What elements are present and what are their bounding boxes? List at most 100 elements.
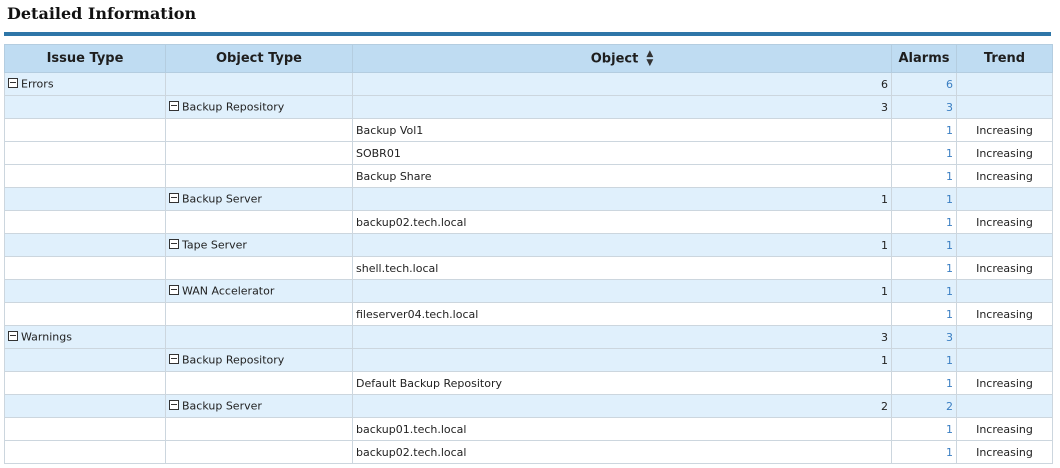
table-row: Warnings 3 3	[4, 325, 1053, 349]
table-row: Backup Repository 1 1	[4, 348, 1053, 372]
object-type-cell	[165, 302, 353, 326]
minus-square-icon[interactable]	[169, 193, 179, 204]
alarms-link[interactable]: 1	[891, 279, 957, 303]
issue-type-cell	[4, 279, 166, 303]
trend-cell	[956, 95, 1053, 119]
table-row: Backup Vol1 1 Increasing	[4, 118, 1053, 142]
alarms-link[interactable]: 1	[891, 141, 957, 165]
table-row: Errors 6 6	[4, 72, 1053, 96]
object-name-cell: SOBR01	[352, 141, 892, 165]
table-row: backup01.tech.local 1 Increasing	[4, 417, 1053, 441]
object-type-cell: Backup Repository	[165, 95, 353, 119]
alarms-link[interactable]: 1	[891, 233, 957, 257]
alarms-link[interactable]: 1	[891, 371, 957, 395]
object-type-label: Backup Server	[182, 399, 262, 413]
sort-updown-icon[interactable]: ▲ ▼	[646, 48, 654, 68]
alarms-link[interactable]: 1	[891, 210, 957, 234]
trend-cell: Increasing	[956, 141, 1053, 165]
table-row: Backup Share 1 Increasing	[4, 164, 1053, 188]
issue-type-cell	[4, 164, 166, 188]
alarms-link[interactable]: 1	[891, 417, 957, 441]
table-row: fileserver04.tech.local 1 Increasing	[4, 302, 1053, 326]
object-type-cell: Backup Server	[165, 187, 353, 211]
minus-square-icon[interactable]	[169, 400, 179, 411]
object-type-cell	[165, 371, 353, 395]
minus-square-icon[interactable]	[169, 285, 179, 296]
trend-column-header: Trend	[956, 44, 1053, 73]
issue-type-cell: Warnings	[4, 325, 166, 349]
object-type-cell	[165, 164, 353, 188]
alarms-link[interactable]: 2	[891, 394, 957, 418]
issue-type-cell	[4, 302, 166, 326]
object-name-cell: fileserver04.tech.local	[352, 302, 892, 326]
minus-square-icon[interactable]	[8, 78, 18, 89]
issue-type-label: Warnings	[21, 330, 72, 344]
minus-square-icon[interactable]	[169, 239, 179, 250]
trend-cell: Increasing	[956, 118, 1053, 142]
issue-type-cell	[4, 394, 166, 418]
alarms-link[interactable]: 1	[891, 187, 957, 211]
issue-type-cell	[4, 440, 166, 464]
object-count-cell: 3	[352, 325, 892, 349]
object-name-cell: shell.tech.local	[352, 256, 892, 280]
table-row: backup02.tech.local 1 Increasing	[4, 210, 1053, 234]
table-row: backup02.tech.local 1 Increasing	[4, 440, 1053, 464]
issue-type-cell	[4, 210, 166, 234]
object-type-label: Backup Server	[182, 192, 262, 206]
issue-type-cell	[4, 417, 166, 441]
object-name-cell: backup02.tech.local	[352, 210, 892, 234]
object-type-label: Tape Server	[182, 238, 247, 252]
minus-square-icon[interactable]	[169, 354, 179, 365]
table-row: shell.tech.local 1 Increasing	[4, 256, 1053, 280]
trend-cell	[956, 325, 1053, 349]
alarms-link[interactable]: 3	[891, 95, 957, 119]
alarms-link[interactable]: 1	[891, 440, 957, 464]
object-name-cell: Default Backup Repository	[352, 371, 892, 395]
issue-type-column-header: Issue Type	[4, 44, 166, 73]
object-type-cell	[165, 141, 353, 165]
object-type-label: Backup Repository	[182, 353, 285, 367]
trend-cell	[956, 394, 1053, 418]
object-name-cell: backup02.tech.local	[352, 440, 892, 464]
issue-type-cell	[4, 256, 166, 280]
alarms-link[interactable]: 1	[891, 302, 957, 326]
issue-type-cell	[4, 187, 166, 211]
minus-square-icon[interactable]	[169, 101, 179, 112]
alarms-link[interactable]: 1	[891, 348, 957, 372]
object-count-cell: 6	[352, 72, 892, 96]
object-type-label: Backup Repository	[182, 100, 285, 114]
table-header-row: Issue Type Object Type Object ▲ ▼ Alarms T…	[4, 44, 1053, 73]
trend-cell	[956, 233, 1053, 257]
alarms-link[interactable]: 3	[891, 325, 957, 349]
alarms-link[interactable]: 6	[891, 72, 957, 96]
alarms-link[interactable]: 1	[891, 256, 957, 280]
table-row: Default Backup Repository 1 Increasing	[4, 371, 1053, 395]
object-column-header[interactable]: Object ▲ ▼	[352, 44, 892, 73]
object-count-cell: 1	[352, 187, 892, 211]
issue-type-cell	[4, 348, 166, 372]
trend-cell: Increasing	[956, 210, 1053, 234]
alarms-header-label: Alarms	[898, 51, 950, 66]
object-type-cell	[165, 440, 353, 464]
table-row: WAN Accelerator 1 1	[4, 279, 1053, 303]
object-type-label: WAN Accelerator	[182, 284, 275, 298]
object-type-cell	[165, 325, 353, 349]
issue-type-cell	[4, 371, 166, 395]
object-type-cell	[165, 256, 353, 280]
object-type-cell: Backup Server	[165, 394, 353, 418]
issue-type-cell	[4, 95, 166, 119]
trend-cell: Increasing	[956, 417, 1053, 441]
object-type-cell: WAN Accelerator	[165, 279, 353, 303]
table-row: Backup Repository 3 3	[4, 95, 1053, 119]
alarms-link[interactable]: 1	[891, 118, 957, 142]
table-row: Tape Server 1 1	[4, 233, 1053, 257]
trend-cell	[956, 72, 1053, 96]
issue-type-header-label: Issue Type	[46, 51, 124, 66]
object-count-cell: 1	[352, 279, 892, 303]
object-type-cell	[165, 118, 353, 142]
minus-square-icon[interactable]	[8, 331, 18, 342]
trend-cell: Increasing	[956, 164, 1053, 188]
object-type-cell	[165, 72, 353, 96]
alarms-link[interactable]: 1	[891, 164, 957, 188]
trend-cell: Increasing	[956, 302, 1053, 326]
